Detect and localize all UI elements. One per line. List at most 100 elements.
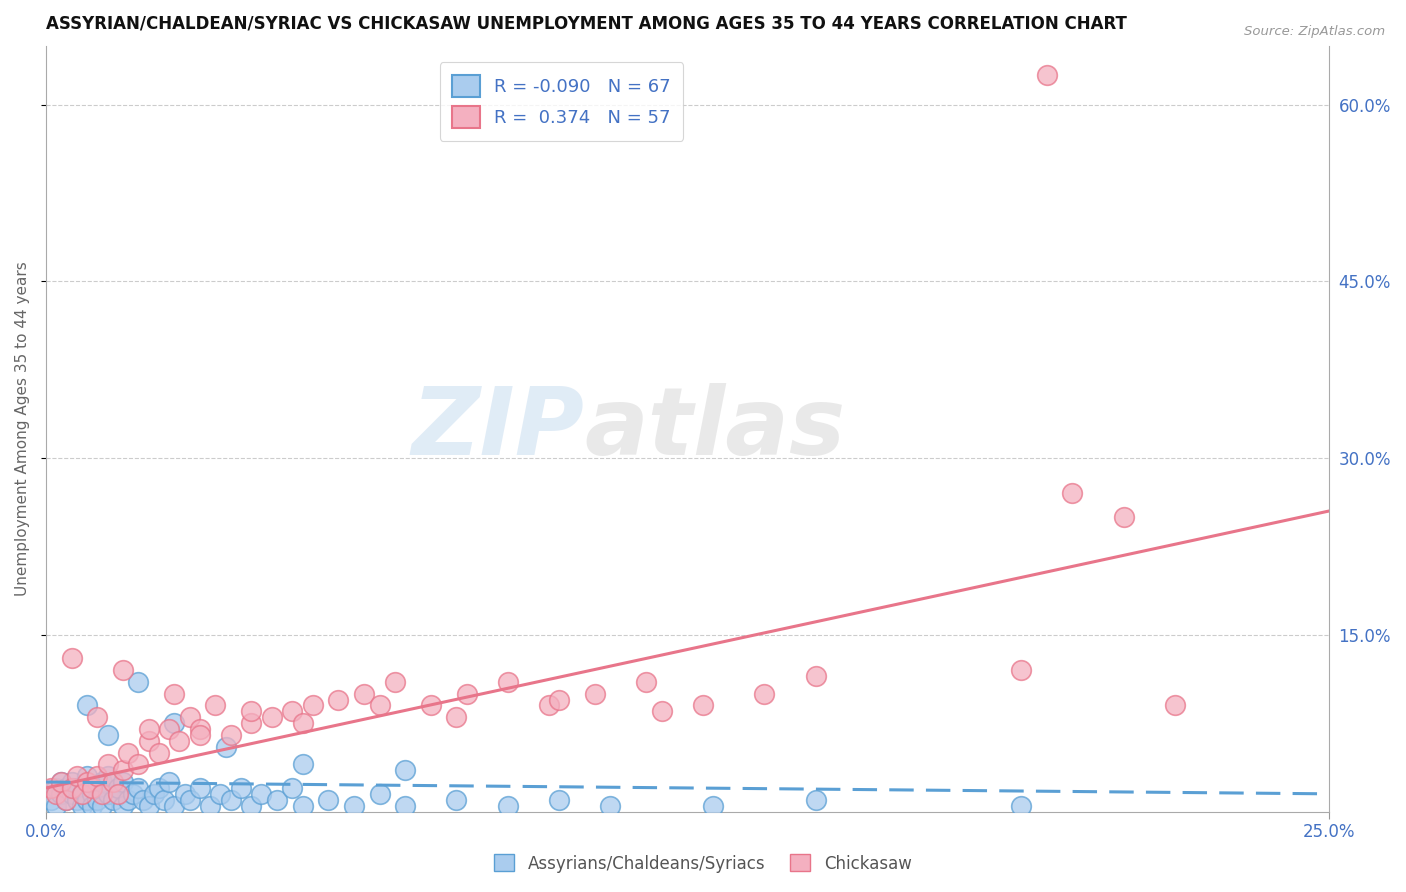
Point [60, 775, 83, 789]
Point [86, 793, 108, 807]
Point [198, 798, 221, 813]
Point [548, 793, 571, 807]
Point [1035, 68, 1057, 82]
Point [138, 734, 160, 748]
Point [583, 687, 606, 701]
Point [55, 793, 77, 807]
Point [138, 798, 160, 813]
Point [1112, 510, 1135, 524]
Point [204, 698, 226, 713]
Point [368, 698, 391, 713]
Point [91, 775, 114, 789]
Point [229, 780, 252, 795]
Point [76, 793, 98, 807]
Point [1164, 698, 1187, 713]
Point [76, 775, 98, 789]
Point [240, 798, 263, 813]
Point [353, 687, 375, 701]
Point [260, 710, 283, 724]
Point [86, 780, 108, 795]
Point [55, 793, 77, 807]
Point [301, 698, 323, 713]
Point [91, 798, 114, 813]
Point [148, 746, 170, 760]
Text: atlas: atlas [585, 383, 846, 475]
Point [66, 769, 89, 783]
Point [446, 710, 468, 724]
Point [188, 722, 211, 736]
Point [127, 674, 149, 689]
Point [86, 769, 108, 783]
Point [316, 793, 339, 807]
Point [157, 722, 180, 736]
Point [636, 674, 658, 689]
Point [291, 716, 314, 731]
Point [96, 787, 118, 801]
Point [107, 780, 129, 795]
Point [60, 787, 83, 801]
Point [446, 793, 468, 807]
Point [66, 793, 89, 807]
Point [70, 798, 93, 813]
Point [70, 787, 93, 801]
Point [66, 780, 89, 795]
Point [291, 798, 314, 813]
Point [51, 775, 73, 789]
Point [55, 780, 77, 795]
Point [266, 793, 288, 807]
Text: ASSYRIAN/CHALDEAN/SYRIAC VS CHICKASAW UNEMPLOYMENT AMONG AGES 35 TO 44 YEARS COR: ASSYRIAN/CHALDEAN/SYRIAC VS CHICKASAW UN… [46, 15, 1126, 33]
Point [188, 728, 211, 742]
Legend: R = -0.090   N = 67, R =  0.374   N = 57: R = -0.090 N = 67, R = 0.374 N = 57 [440, 62, 683, 141]
Point [214, 739, 236, 754]
Text: ZIP: ZIP [412, 383, 585, 475]
Point [45, 780, 67, 795]
Point [70, 787, 93, 801]
Point [39, 780, 62, 795]
Point [281, 780, 304, 795]
Point [548, 692, 571, 706]
Point [45, 798, 67, 813]
Point [692, 698, 714, 713]
Point [111, 775, 134, 789]
Point [96, 769, 118, 783]
Point [111, 798, 134, 813]
Point [153, 793, 176, 807]
Point [96, 728, 118, 742]
Point [127, 757, 149, 772]
Point [419, 698, 441, 713]
Point [219, 728, 242, 742]
Point [291, 757, 314, 772]
Point [394, 764, 416, 778]
Point [651, 704, 673, 718]
Point [142, 787, 165, 801]
Point [76, 769, 98, 783]
Point [157, 775, 180, 789]
Point [188, 780, 211, 795]
Point [1062, 486, 1084, 500]
Legend: Assyrians/Chaldeans/Syriacs, Chickasaw: Assyrians/Chaldeans/Syriacs, Chickasaw [488, 847, 918, 880]
Point [179, 793, 201, 807]
Point [179, 710, 201, 724]
Point [250, 787, 273, 801]
Point [394, 798, 416, 813]
Point [101, 775, 124, 789]
Point [169, 734, 191, 748]
Point [82, 780, 104, 795]
Point [496, 798, 519, 813]
Point [107, 787, 129, 801]
Point [39, 793, 62, 807]
Point [91, 787, 114, 801]
Point [281, 704, 304, 718]
Point [82, 798, 104, 813]
Point [804, 669, 827, 683]
Point [384, 674, 406, 689]
Point [1010, 663, 1032, 677]
Point [328, 692, 350, 706]
Point [51, 775, 73, 789]
Point [163, 716, 186, 731]
Point [45, 787, 67, 801]
Point [51, 787, 73, 801]
Point [76, 698, 98, 713]
Point [240, 704, 263, 718]
Point [240, 716, 263, 731]
